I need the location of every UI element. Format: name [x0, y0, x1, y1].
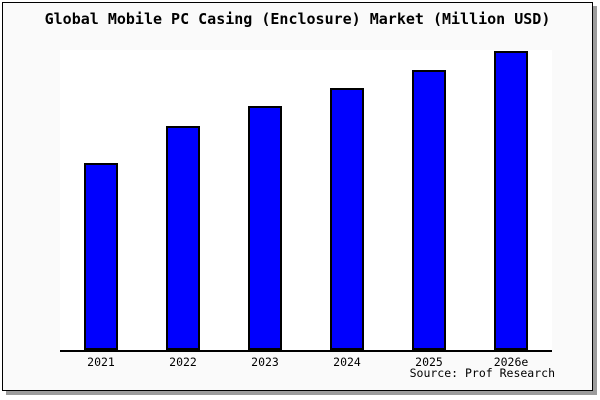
x-tick-label-2026e: 2026e — [493, 355, 529, 369]
x-axis-labels: 2021 2022 2023 2024 2025 2026e — [3, 355, 592, 371]
plot-area — [60, 50, 552, 352]
bar-2026e — [494, 51, 528, 350]
chart-title: Global Mobile PC Casing (Enclosure) Mark… — [44, 10, 551, 28]
x-tick-label-2025: 2025 — [415, 355, 443, 369]
bar-2021 — [84, 163, 118, 350]
chart-frame: Global Mobile PC Casing (Enclosure) Mark… — [2, 2, 593, 391]
x-tick-label-2023: 2023 — [251, 355, 279, 369]
x-tick-label-2022: 2022 — [169, 355, 197, 369]
bar-2023 — [248, 106, 282, 350]
bar-2022 — [166, 126, 200, 350]
bars-container — [60, 50, 552, 350]
x-tick-label-2021: 2021 — [87, 355, 115, 369]
source-credit: Source: Prof Research — [409, 366, 555, 380]
bar-2025 — [412, 70, 446, 350]
x-tick-label-2024: 2024 — [333, 355, 361, 369]
bar-2024 — [330, 88, 364, 350]
